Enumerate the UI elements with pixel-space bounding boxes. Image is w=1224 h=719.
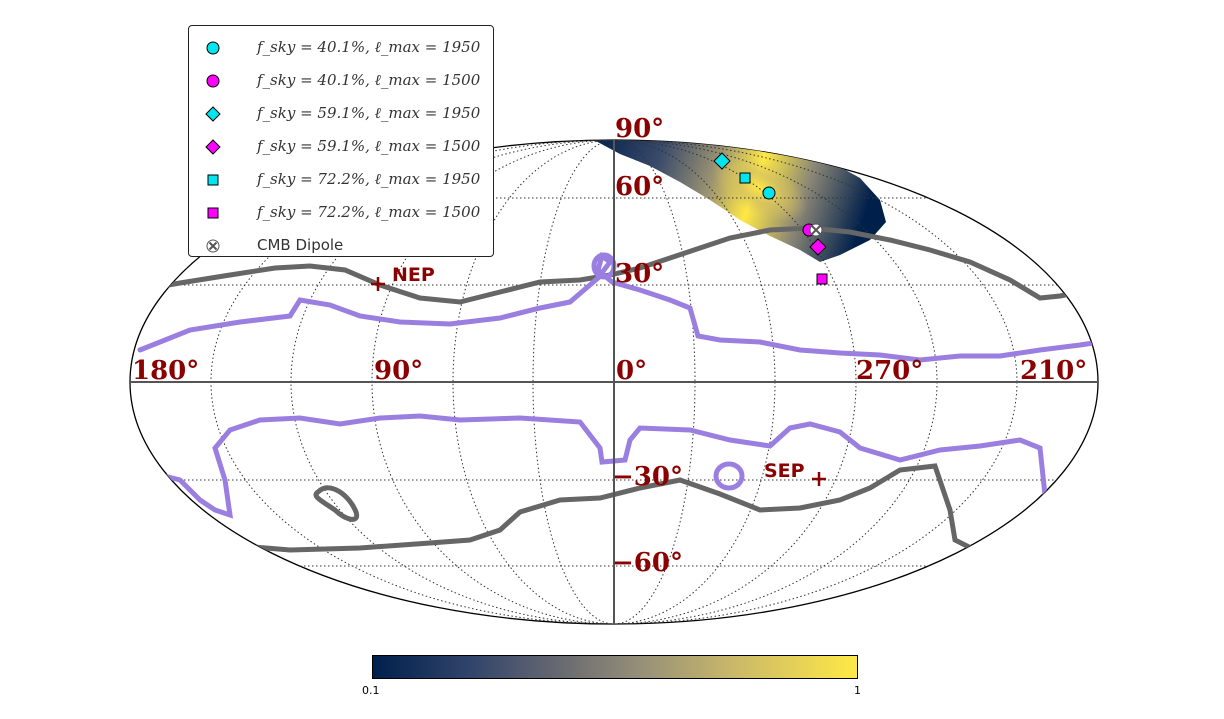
legend-entry: f_sky = 59.1%, ℓ_max = 1500 <box>189 129 493 162</box>
lon-label-0: 0° <box>616 356 647 386</box>
legend-label: f_sky = 72.2%, ℓ_max = 1500 <box>257 203 481 221</box>
lat-label-60: 60° <box>615 172 664 202</box>
legend-label: f_sky = 72.2%, ℓ_max = 1950 <box>257 170 481 188</box>
legend-entry: f_sky = 72.2%, ℓ_max = 1500 <box>189 195 493 228</box>
lon-label-90: 90° <box>374 356 423 386</box>
purple-loop-south <box>713 461 745 491</box>
lon-label-180: 180° <box>132 356 199 386</box>
marker-square-magenta <box>816 273 828 285</box>
grey-contour <box>137 225 1093 305</box>
legend-label: f_sky = 59.1%, ℓ_max = 1500 <box>257 137 481 155</box>
nep-cross <box>371 277 385 291</box>
legend-marker-square <box>207 174 219 186</box>
colorbar-min-label: 0.1 <box>362 684 380 697</box>
legend-marker-square <box>207 207 219 219</box>
legend-marker-diamond <box>205 139 221 155</box>
legend-entry: f_sky = 72.2%, ℓ_max = 1950 <box>189 162 493 195</box>
legend-entry: CMB Dipole <box>189 228 493 261</box>
marker-circle-cyan <box>762 186 776 200</box>
legend-label: CMB Dipole <box>257 236 344 254</box>
marker-square-cyan <box>739 172 751 184</box>
legend: f_sky = 40.1%, ℓ_max = 1950 f_sky = 40.1%… <box>188 25 494 257</box>
lon-label-210: 210° <box>1020 356 1087 386</box>
legend-marker-circle <box>206 41 220 55</box>
legend-label: f_sky = 40.1%, ℓ_max = 1500 <box>257 71 481 89</box>
lat-label-minus30: −30° <box>612 462 683 492</box>
lat-label-minus60: −60° <box>612 548 683 578</box>
colorbar <box>372 655 858 679</box>
lat-label-30: 30° <box>615 259 664 289</box>
marker-diamond-magenta <box>809 238 827 256</box>
legend-entry: f_sky = 40.1%, ℓ_max = 1500 <box>189 63 493 96</box>
colorbar-max-label: 1 <box>854 684 861 697</box>
legend-label: f_sky = 59.1%, ℓ_max = 1950 <box>257 104 481 122</box>
legend-marker-cross <box>206 239 220 253</box>
sep-label: SEP <box>764 460 805 482</box>
grey-loop <box>313 485 360 522</box>
lon-label-270: 270° <box>856 356 923 386</box>
grey-contour-lower <box>227 463 978 553</box>
legend-entry: f_sky = 40.1%, ℓ_max = 1950 <box>189 30 493 63</box>
legend-marker-diamond <box>205 106 221 122</box>
data-markers <box>713 152 828 285</box>
purple-contour-lower <box>137 413 1048 519</box>
marker-cmb-dipole <box>809 223 823 237</box>
sep-cross <box>812 472 826 486</box>
legend-marker-circle <box>206 74 220 88</box>
lat-label-90: 90° <box>615 114 664 144</box>
legend-entry: f_sky = 59.1%, ℓ_max = 1950 <box>189 96 493 129</box>
marker-diamond-cyan <box>713 152 731 170</box>
legend-label: f_sky = 40.1%, ℓ_max = 1950 <box>257 38 481 56</box>
nep-label: NEP <box>392 264 435 286</box>
